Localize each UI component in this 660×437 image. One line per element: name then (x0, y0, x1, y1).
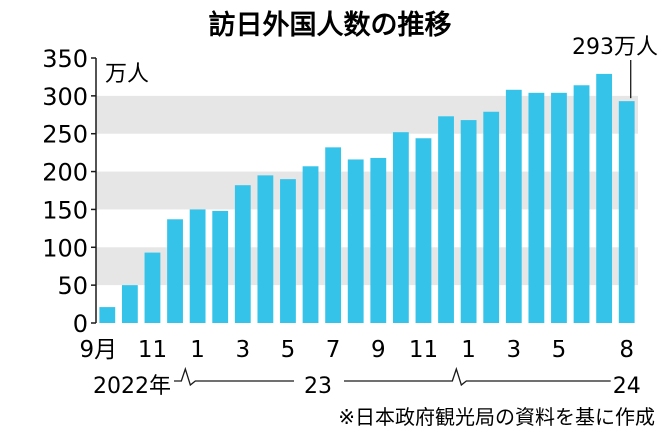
bar-2022-12 (167, 219, 183, 323)
y-axis: 0 50 100 150 200 250 300 350 (42, 45, 97, 338)
bar-2023-04 (257, 175, 274, 323)
bar-2023-12 (438, 116, 454, 323)
source-note: ※日本政府観光局の資料を基に作成 (338, 405, 655, 429)
x-tick-label: 1 (190, 337, 205, 363)
bar-2024-02 (483, 111, 500, 323)
grid-band (96, 247, 638, 286)
chart-title: 訪日外国人数の推移 (209, 9, 452, 41)
x-tick-label: 5 (552, 337, 567, 363)
grid-band (96, 95, 638, 134)
year-label-2024: 24 (613, 374, 641, 399)
x-tick-label: 7 (326, 337, 341, 363)
year-label-2023: 23 (304, 374, 332, 399)
bar-2022-11 (144, 252, 161, 323)
x-tick-label: 9月 (79, 337, 117, 363)
y-tick-label: 350 (42, 45, 88, 73)
y-tick-label: 100 (42, 234, 88, 262)
bar-2023-10 (392, 132, 409, 323)
y-tick-label: 250 (42, 121, 88, 149)
year-labels: 2022年 23 24 (93, 366, 641, 399)
bar-2023-07 (325, 147, 342, 323)
bar-2024-05 (551, 92, 567, 323)
year-bracket-line (174, 366, 611, 387)
bar-2023-02 (212, 210, 229, 323)
bar-2023-05 (280, 179, 296, 323)
y-tick-label: 150 (42, 196, 88, 224)
bar-2023-03 (234, 185, 251, 323)
x-tick-label: 3 (506, 337, 521, 363)
y-tick-label: 300 (42, 83, 88, 111)
bar-2022-09 (99, 307, 116, 323)
year-label-2022: 2022年 (93, 374, 171, 399)
bar-2024-08 (618, 101, 635, 324)
bar-2024-07 (596, 73, 613, 324)
x-tick-label: 11 (138, 337, 167, 363)
x-tick-label: 8 (619, 337, 634, 363)
bar-2023-09 (370, 157, 387, 323)
bar-2022-10 (121, 285, 138, 323)
y-tick-label: 0 (73, 310, 88, 338)
bar-2024-06 (573, 85, 590, 323)
bar-2024-04 (528, 92, 545, 323)
unit-label: 万人 (105, 62, 149, 87)
y-tick-label: 50 (57, 272, 88, 300)
x-tick-label: 5 (281, 337, 296, 363)
x-tick-label: 11 (409, 337, 438, 363)
callout-text: 293万人 (572, 35, 658, 60)
grid-band (96, 171, 638, 210)
x-tick-label: 3 (235, 337, 250, 363)
y-tick-label: 200 (42, 159, 88, 187)
x-tick-label: 9 (371, 337, 386, 363)
bar-2023-01 (189, 209, 206, 323)
bar-2024-03 (505, 89, 522, 323)
bar-2023-11 (415, 138, 432, 323)
x-axis-labels: 9月 11 1 3 5 7 9 11 1 3 5 8 (79, 337, 634, 363)
bar-2023-06 (302, 166, 319, 323)
bar-2024-01 (460, 120, 477, 323)
bar-series (99, 73, 635, 324)
grid-bands (96, 95, 638, 286)
bar-2023-08 (347, 159, 364, 323)
value-callout: 293万人 (572, 35, 658, 99)
x-tick-label: 1 (461, 337, 476, 363)
